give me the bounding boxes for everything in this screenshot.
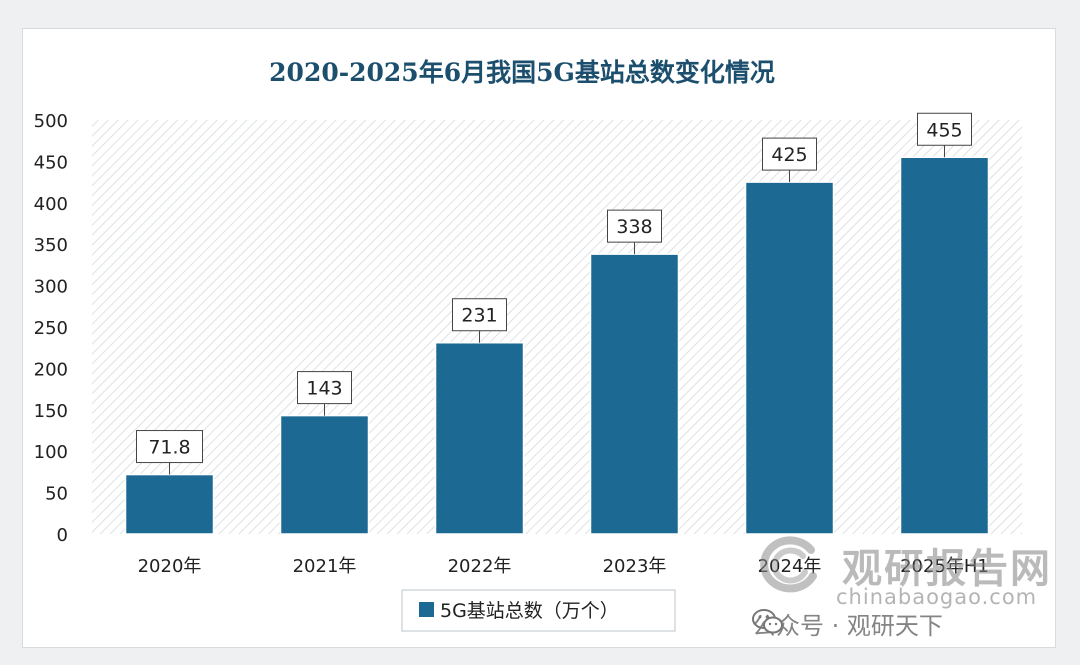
bars: 71.8 143 231 338 425 455 xyxy=(124,112,990,535)
data-label-box xyxy=(452,298,507,332)
y-tick-label: 50 xyxy=(45,484,68,505)
legend-swatch xyxy=(419,602,434,617)
watermark-account: 公众号 · 观研天下 xyxy=(752,608,943,640)
bar xyxy=(899,156,990,535)
data-label: 425 xyxy=(771,144,807,166)
plot-area xyxy=(92,120,1022,534)
x-tick-label: 2024年 xyxy=(758,556,822,577)
y-tick-label: 250 xyxy=(34,318,68,339)
bar xyxy=(589,253,680,535)
x-tick-label: 2022年 xyxy=(448,556,512,577)
data-label-box xyxy=(297,371,352,405)
data-label-box xyxy=(917,112,972,146)
data-label: 455 xyxy=(926,119,962,141)
y-tick-label: 400 xyxy=(34,194,68,215)
y-tick-label: 450 xyxy=(34,152,68,173)
y-tick-label: 350 xyxy=(34,235,68,256)
y-tick-label: 100 xyxy=(34,442,68,463)
legend-box xyxy=(401,589,676,632)
y-tick-label: 0 xyxy=(57,525,68,546)
y-tick-label: 500 xyxy=(34,111,68,132)
y-tick-label: 200 xyxy=(34,359,68,380)
x-tick-label: 2023年 xyxy=(603,556,667,577)
x-tick-label: 2021年 xyxy=(293,556,357,577)
wechat-icon xyxy=(752,609,783,634)
y-tick-label: 150 xyxy=(34,401,68,422)
y-tick-label: 300 xyxy=(34,277,68,298)
data-label-box xyxy=(762,137,817,171)
watermark-account-text: 公众号 · 观研天下 xyxy=(752,611,943,640)
bar xyxy=(279,414,370,535)
x-tick-label: 2020年 xyxy=(138,556,202,577)
data-label: 231 xyxy=(461,305,497,327)
watermark-url: chinabaogao.com xyxy=(836,585,1038,609)
bar xyxy=(434,341,525,535)
bar xyxy=(124,473,215,535)
data-label: 143 xyxy=(306,378,342,400)
x-tick-label: 2025年H1 xyxy=(900,556,989,577)
chart-title: 2020-2025年6月我国5G基站总数变化情况 xyxy=(269,58,775,87)
legend: 5G基站总数（万个） xyxy=(401,589,676,632)
watermark-logo-icon xyxy=(760,536,817,593)
bar xyxy=(744,181,835,535)
x-axis: 2020年 2021年 2022年 2023年 2024年 2025年H1 xyxy=(138,556,989,577)
watermark-title: 观研报告网 xyxy=(842,546,1052,592)
legend-label: 5G基站总数（万个） xyxy=(440,600,619,622)
data-label: 338 xyxy=(616,216,652,238)
data-label-box xyxy=(136,430,203,464)
y-axis: 0 50 100 150 200 250 300 350 400 450 500 xyxy=(34,111,68,546)
data-label: 71.8 xyxy=(148,437,190,459)
data-label-box xyxy=(607,209,662,243)
